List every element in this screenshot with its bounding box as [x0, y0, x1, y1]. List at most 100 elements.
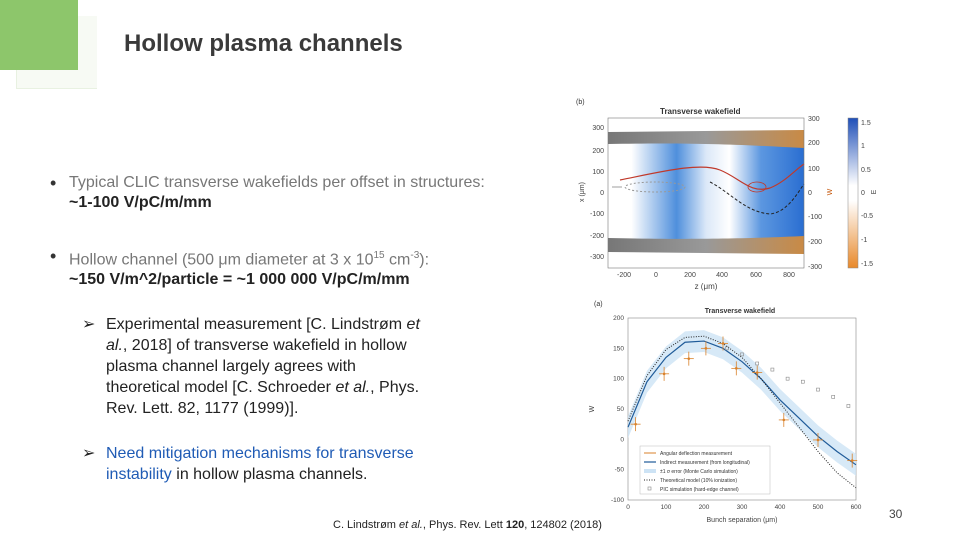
point-line: Need mitigation mechanisms for transvers…	[106, 445, 414, 462]
bullet-line: Typical CLIC transverse wakefields per o…	[69, 174, 485, 191]
angular-point	[662, 372, 666, 376]
x-axis-label: z (μm)	[695, 282, 718, 291]
x-ticks: -200 0 200 400 600 800	[617, 272, 795, 279]
colorbar-label: E	[871, 189, 878, 194]
x-tick-label: 400	[775, 504, 786, 511]
bullet-line: Hollow channel (500 μm diameter at 3 x 1…	[69, 250, 430, 269]
y-tick-label: 200	[613, 315, 624, 322]
wakefield-chart: (a) Transverse wakefield 0 100 200 300 400 50…	[589, 301, 862, 524]
error-band	[628, 330, 856, 476]
svg-text:0: 0	[861, 190, 865, 197]
driver-bunch	[624, 181, 686, 193]
legend-box	[639, 445, 771, 495]
svg-text:200: 200	[808, 140, 820, 147]
svg-text:-0.5: -0.5	[861, 213, 873, 220]
figure-title: Transverse wakefield	[660, 107, 741, 116]
svg-text:200: 200	[684, 272, 696, 279]
svg-text:-200: -200	[590, 233, 604, 240]
arrow-bullet-icon: ➢	[82, 316, 96, 333]
chart-y-label: W	[589, 405, 596, 412]
legend-entry: Indirect measurement (from longitudinal)	[660, 460, 750, 466]
svg-text:400: 400	[716, 272, 728, 279]
pic-point	[816, 387, 820, 392]
svg-text:300: 300	[592, 125, 604, 132]
svg-text:0.5: 0.5	[861, 167, 871, 174]
y-tick-label: 150	[613, 345, 624, 352]
chart-panel-label: (a)	[594, 301, 603, 308]
legend-swatch-pic	[647, 486, 652, 491]
y-axis-label: x (μm)	[579, 182, 586, 202]
x-tick-label: 600	[851, 504, 862, 511]
svg-text:100: 100	[808, 166, 820, 173]
angular-point	[850, 459, 854, 462]
svg-text:1.5: 1.5	[861, 120, 871, 127]
svg-text:1: 1	[861, 143, 865, 150]
corner-accent	[0, 0, 78, 70]
plot-frame	[607, 117, 805, 269]
pic-point	[801, 379, 805, 384]
svg-text:600: 600	[750, 272, 762, 279]
point-line: plasma channel largely agrees with	[106, 358, 356, 375]
channel-wall-bottom	[608, 236, 804, 254]
svg-text:300: 300	[808, 116, 820, 123]
svg-text:-100: -100	[590, 211, 604, 218]
legend-entry: Angular deflection measurement	[660, 451, 733, 457]
svg-text:100: 100	[592, 169, 604, 176]
x-tick-label: 100	[661, 504, 672, 511]
series-line-theory	[627, 335, 857, 489]
bullet-value: ~150 V/m^2/particle = ~1 000 000 V/pC/m/…	[69, 271, 410, 289]
y-ticks-right: 300 200 100 0 -100 -200 -300	[808, 116, 822, 271]
x-tick-label: 200	[699, 504, 710, 511]
chart-x-label: Bunch separation (μm)	[707, 517, 778, 524]
svg-text:0: 0	[808, 190, 812, 197]
page-number: 30	[889, 507, 903, 521]
point-mitigation: ➢ Need mitigation mechanisms for transve…	[82, 443, 476, 485]
legend-entry: ±1 σ error (Monte Carlo simulation)	[660, 469, 738, 475]
pic-point	[846, 404, 851, 408]
y-tick-label: 0	[620, 436, 624, 443]
svg-text:800: 800	[783, 272, 795, 279]
angular-point	[704, 347, 708, 350]
svg-text:0: 0	[600, 190, 604, 197]
pic-point	[725, 346, 729, 351]
legend-swatch-error	[644, 469, 656, 473]
figure-simulation: (b) Transverse wakefield 300 200 100 0 -…	[576, 99, 878, 291]
svg-text:-200: -200	[617, 272, 631, 279]
citation: C. Lindstrøm et al., Phys. Rev. Lett 120…	[333, 519, 602, 531]
angular-point	[721, 342, 725, 345]
svg-text:200: 200	[592, 148, 604, 155]
point-line: Rev. Lett. 82, 1177 (1999)].	[106, 400, 299, 417]
svg-text:-300: -300	[808, 264, 822, 271]
slide-title: Hollow plasma channels	[124, 30, 403, 57]
pic-point	[770, 367, 775, 372]
channel-wall-top	[608, 130, 804, 148]
svg-text:-1: -1	[861, 237, 867, 244]
svg-text:-200: -200	[808, 239, 822, 246]
driver-trajectory	[619, 163, 805, 190]
legend-entry: PIC simulation (hard-edge channel)	[660, 487, 739, 493]
chart-marks	[627, 330, 858, 489]
chart-title: Transverse wakefield	[705, 308, 775, 315]
legend-entry: Theoretical model (10% ionization)	[660, 478, 737, 484]
pic-point	[755, 361, 759, 366]
pic-point	[785, 376, 790, 381]
bullet-dot: •	[50, 173, 57, 193]
y-tick-label: -50	[615, 467, 625, 474]
point-line: Experimental measurement [C. Lindstrøm e…	[106, 316, 420, 333]
witness-bunch	[747, 181, 767, 193]
point-experimental-measurement: ➢ Experimental measurement [C. Lindstrøm…	[82, 314, 476, 419]
panel-label: (b)	[576, 99, 585, 106]
point-line: instability in hollow plasma channels.	[106, 466, 368, 483]
angular-point	[735, 367, 738, 370]
y-tick-label: 50	[617, 406, 625, 413]
chart-legend: Angular deflection measurement Indirect …	[639, 445, 771, 495]
pic-point	[740, 352, 744, 357]
bullet-hollow-channel: • Hollow channel (500 μm diameter at 3 x…	[50, 246, 430, 290]
colorbar-ticks: 1.5 1 0.5 0 -0.5 -1 -1.5	[861, 120, 873, 268]
bullet-value: ~1-100 V/pC/m/mm	[69, 194, 212, 211]
arrow-bullet-icon: ➢	[82, 445, 96, 462]
colorbar	[847, 117, 859, 269]
angular-point	[782, 418, 786, 422]
angular-point	[687, 357, 691, 360]
